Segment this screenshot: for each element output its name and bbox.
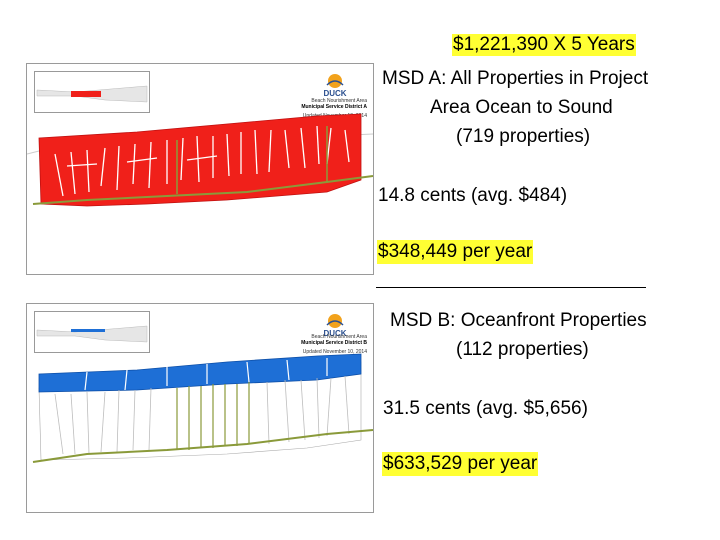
msd-a-streets xyxy=(54,125,350,197)
msd-b-map-heading2: Municipal Service District B xyxy=(301,340,367,346)
msd-a-title-line2: Area Ocean to Sound xyxy=(430,97,613,118)
msd-a-inset-graphic xyxy=(36,85,148,103)
msd-a-main-road xyxy=(32,175,373,205)
msd-b-properties: (112 properties) xyxy=(456,339,589,360)
section-divider xyxy=(376,287,646,288)
msd-a-map: DUCK Beach Nourishment Area Municipal Se… xyxy=(26,63,374,275)
msd-a-rate: 14.8 cents (avg. $484) xyxy=(378,185,568,206)
duck-logo-b-text: DUCK xyxy=(323,329,347,338)
total-cost-label: $1,221,390 X 5 Years xyxy=(452,34,636,56)
duck-logo-text: DUCK xyxy=(323,89,347,98)
msd-b-inset-graphic xyxy=(36,325,148,343)
msd-b-per-year: $633,529 per year xyxy=(382,452,539,476)
msd-a-map-heading1: Beach Nourishment Area xyxy=(311,98,367,104)
msd-a-map-heading2: Municipal Service District A xyxy=(301,104,367,110)
msd-b-map: DUCK Beach Nourishment Area Municipal Se… xyxy=(26,303,374,513)
msd-b-rate: 31.5 cents (avg. $5,656) xyxy=(383,398,588,419)
duck-logo: DUCK xyxy=(321,72,349,98)
msd-a-properties: (719 properties) xyxy=(456,126,591,147)
duck-logo-b-icon xyxy=(326,314,344,328)
msd-b-inset-map xyxy=(34,311,150,353)
msd-b-district-graphic xyxy=(32,353,373,463)
msd-b-main-road xyxy=(32,429,373,463)
msd-b-streets xyxy=(54,375,350,455)
duck-logo-icon xyxy=(326,74,344,88)
msd-b-map-heading1: Beach Nourishment Area xyxy=(311,334,367,340)
duck-logo-b: DUCK xyxy=(321,312,349,338)
msd-a-title-line1: MSD A: All Properties in Project xyxy=(382,68,649,89)
msd-b-map-caption: Beach Nourishment Area Municipal Service… xyxy=(301,334,367,355)
msd-b-title: MSD B: Oceanfront Properties xyxy=(390,310,647,331)
msd-b-map-updated: Updated November 10, 2014 xyxy=(302,349,367,355)
msd-a-district-area xyxy=(38,113,362,207)
msd-a-per-year: $348,449 per year xyxy=(377,240,534,264)
msd-a-district-graphic xyxy=(27,113,373,207)
msd-b-district-area xyxy=(38,353,362,393)
msd-a-inset-map xyxy=(34,71,150,113)
